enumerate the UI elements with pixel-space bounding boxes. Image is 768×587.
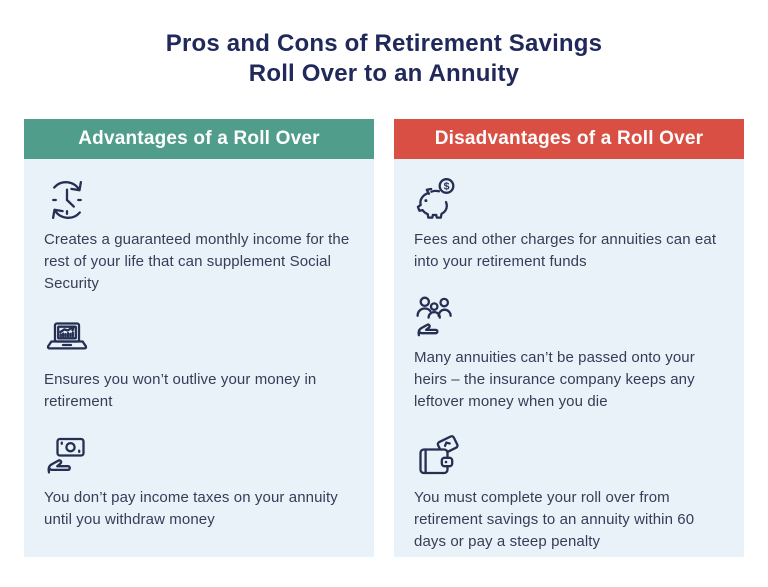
disadvantage-text: Many annuities can’t be passed onto your… xyxy=(414,349,695,410)
title-line-2: Roll Over to an Annuity xyxy=(248,60,520,87)
advantage-item: Ensures you won’t outlive your money in … xyxy=(44,317,356,413)
advantages-list: Creates a guaranteed monthly income for … xyxy=(24,159,374,531)
advantages-header: Advantages of a Roll Over xyxy=(24,119,374,159)
disadvantages-list: $ Fees and other charges for annuities c… xyxy=(394,159,744,553)
disadvantage-item: You must complete your roll over from re… xyxy=(414,435,726,553)
disadvantage-text: You must complete your roll over from re… xyxy=(414,489,695,550)
advantage-text: Creates a guaranteed monthly income for … xyxy=(44,231,350,292)
advantage-item: You don’t pay income taxes on your annui… xyxy=(44,435,356,531)
disadvantage-item: $ Fees and other charges for annuities c… xyxy=(414,177,726,273)
disadvantages-header-label: Disadvantages of a Roll Over xyxy=(434,128,704,149)
wallet-card-icon xyxy=(419,435,459,475)
svg-text:$: $ xyxy=(444,181,450,193)
advantage-text: Ensures you won’t outlive your money in … xyxy=(44,371,317,410)
title-line-1: Pros and Cons of Retirement Savings xyxy=(165,30,603,57)
disadvantage-text: Fees and other charges for annuities can… xyxy=(414,231,717,270)
money-in-hand-icon xyxy=(47,437,85,474)
advantages-header-label: Advantages of a Roll Over xyxy=(78,128,320,149)
advantage-text: You don’t pay income taxes on your annui… xyxy=(44,489,338,528)
advantage-item: Creates a guaranteed monthly income for … xyxy=(44,177,356,295)
clock-refresh-icon xyxy=(51,180,83,220)
advantages-panel: Advantages of a Roll Over C xyxy=(24,119,374,557)
comparison-board: Advantages of a Roll Over C xyxy=(0,119,768,557)
laptop-growth-chart-icon xyxy=(46,322,88,350)
disadvantages-panel: Disadvantages of a Roll Over $ Fees and … xyxy=(394,119,744,557)
heirs-people-hand-icon xyxy=(416,296,452,337)
infographic-title: Pros and Cons of Retirement Savings Roll… xyxy=(0,0,768,89)
piggy-bank-dollar-icon: $ xyxy=(416,178,455,219)
disadvantage-item: Many annuities can’t be passed onto your… xyxy=(414,295,726,413)
disadvantages-header: Disadvantages of a Roll Over xyxy=(394,119,744,159)
